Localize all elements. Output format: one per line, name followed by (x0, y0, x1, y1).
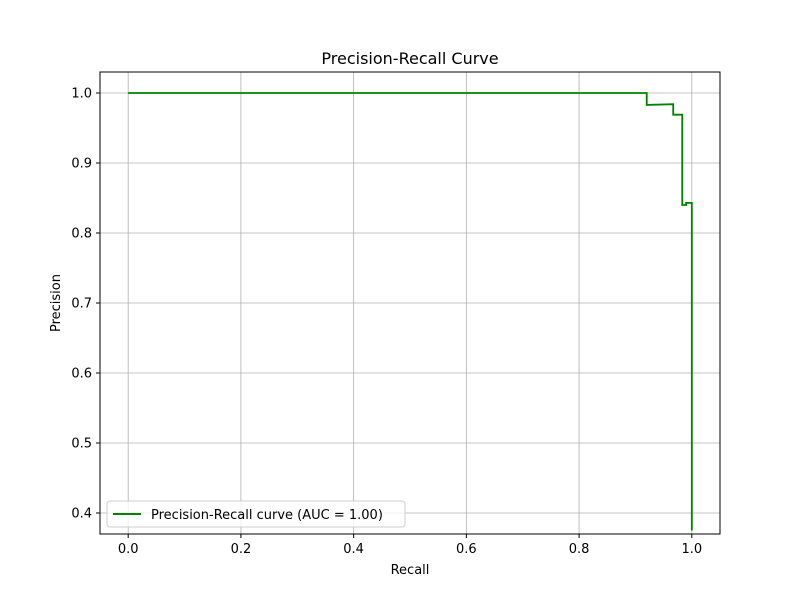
y-tick-label: 0.4 (71, 507, 92, 522)
y-tick-label: 1.0 (71, 87, 92, 102)
x-tick-label: 0.6 (456, 542, 477, 557)
y-axis-label: Precision (49, 274, 64, 332)
legend-box (106, 500, 406, 528)
legend-entry-label: Precision-Recall curve (AUC = 1.00) (151, 508, 383, 523)
x-tick-label: 0.8 (569, 542, 590, 557)
grid-lines (100, 72, 720, 534)
x-tick-label: 0.2 (231, 542, 252, 557)
y-tick-label: 0.9 (71, 157, 92, 172)
y-tick-label: 0.5 (71, 437, 92, 452)
x-tick-label: 1.0 (681, 542, 702, 557)
x-tick-label: 0.0 (118, 542, 139, 557)
chart-title: Precision-Recall Curve (321, 49, 498, 68)
x-tick-label: 0.4 (343, 542, 364, 557)
x-axis-label: Recall (391, 563, 430, 578)
axis-ticks: 0.0 0.2 0.4 0.6 0.8 1.0 0.4 0.5 0.6 0.7 0.8 0.9 1.0 (71, 87, 702, 558)
series-layer (128, 92, 693, 531)
legend: Precision-Recall curve (AUC = 1.00) (106, 500, 406, 528)
series-line-0 (128, 92, 693, 531)
y-tick-label: 0.8 (71, 227, 92, 242)
y-tick-label: 0.7 (71, 297, 92, 312)
y-tick-label: 0.6 (71, 367, 92, 382)
